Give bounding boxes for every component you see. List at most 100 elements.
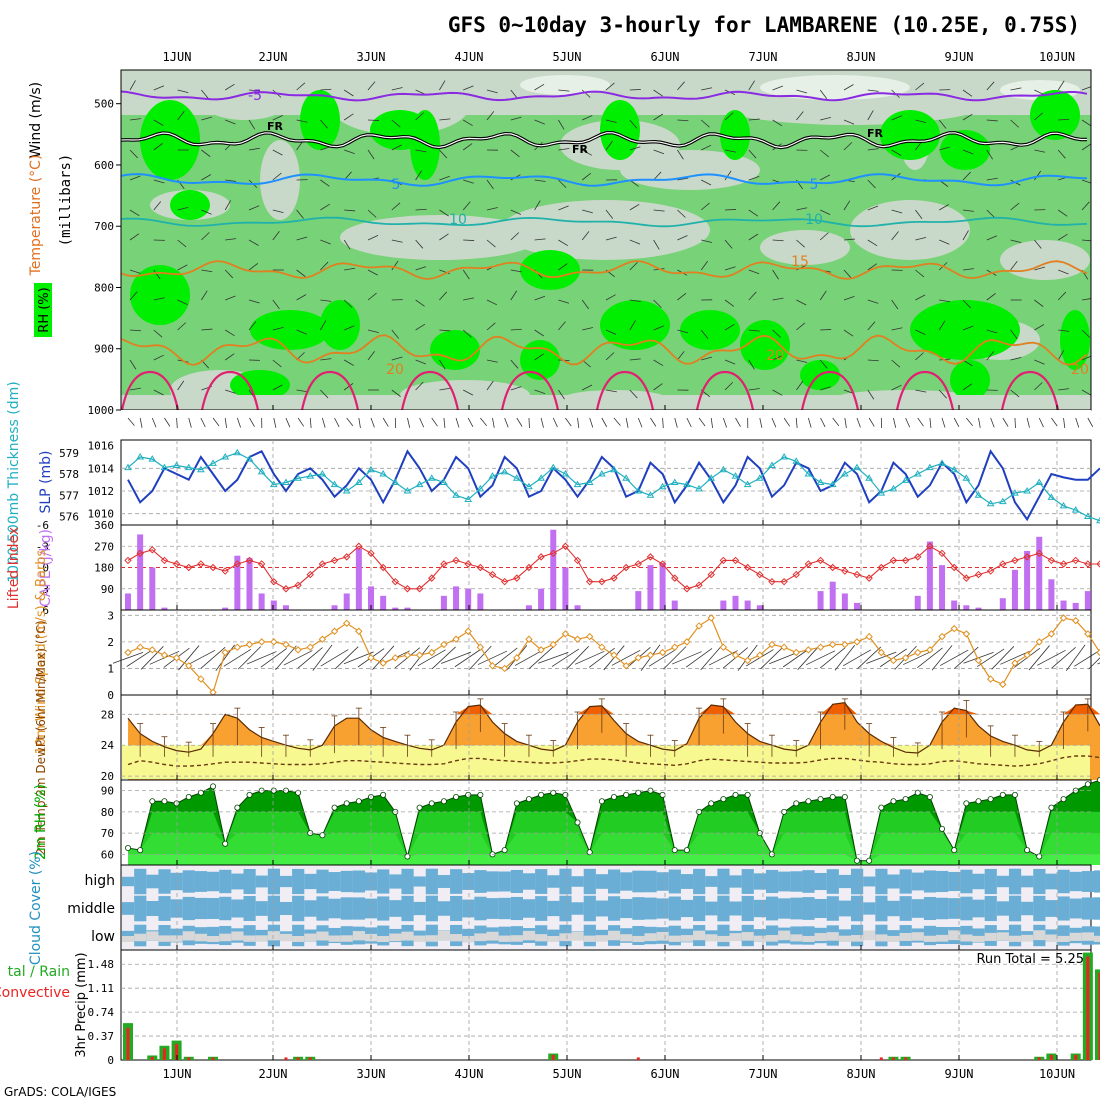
precip-convective-bar: [308, 1057, 312, 1060]
wind-barb: [917, 647, 943, 668]
low-cloud-fill: [778, 930, 791, 941]
li-point: [974, 570, 983, 579]
cape-bar: [951, 600, 958, 610]
thickness-point: [719, 465, 728, 473]
contour-freezing-inner: [121, 132, 1087, 149]
rh-area-saturated: [520, 250, 580, 290]
wind-barb: [177, 110, 185, 121]
cloud-cover-block: [863, 902, 876, 915]
cape-bar: [1036, 536, 1043, 610]
cloud-cover-block: [474, 896, 487, 921]
cloud-cover-block: [1094, 870, 1100, 893]
cloud-cover-block: [267, 868, 280, 895]
day-label-bottom: 3JUN: [357, 1067, 386, 1081]
cloud-cover-block: [1045, 900, 1058, 917]
cloud-cover-block: [1081, 897, 1095, 920]
rh-point: [525, 796, 532, 803]
li-point: [768, 577, 776, 586]
li-point: [707, 570, 715, 579]
contour-25: [200, 370, 260, 410]
wind-barb: [177, 380, 185, 391]
cloud-cover-block: [644, 870, 657, 893]
wind-barb: [1034, 170, 1042, 181]
surface-wind-barb: [856, 417, 861, 428]
cape-bar: [939, 565, 946, 610]
rh-area-saturated: [680, 310, 740, 350]
cloud-cover-block: [510, 896, 523, 921]
wind-barb: [986, 119, 998, 122]
cloud-cover-block: [413, 901, 426, 916]
low-cloud-fill: [535, 934, 548, 942]
li-point: [658, 560, 667, 568]
wind-barb: [867, 89, 879, 92]
wind-barb: [1081, 298, 1091, 301]
cloud-cover-block: [753, 873, 766, 890]
thickness-tick-label: 576: [59, 511, 79, 524]
wind-barb: [819, 290, 827, 301]
wind-barb: [701, 87, 713, 91]
wind-barb: [629, 358, 641, 361]
wind-speed-point: [634, 654, 643, 662]
rh-point: [975, 798, 982, 805]
li-tick-label: -3: [36, 540, 49, 553]
wind-barb: [748, 359, 755, 370]
wind-speed-point: [367, 654, 375, 662]
cloud-cover-block: [207, 898, 220, 919]
cloud-cover-block: [838, 874, 852, 889]
wind-barb: [1010, 356, 1022, 361]
cloud-cover-block: [462, 873, 475, 890]
surface-wind-barb: [735, 417, 741, 427]
thickness-point: [427, 474, 436, 481]
wind-barb: [129, 175, 141, 181]
wind-speed-point: [646, 651, 655, 659]
wind-barb: [1034, 266, 1046, 271]
surface-wind-barb: [625, 417, 629, 428]
wind-barb: [486, 111, 495, 121]
surface-wind-barb: [650, 417, 657, 427]
cape-bar: [1084, 591, 1091, 610]
chart-title: GFS 0~10day 3-hourly for LAMBARENE (10.2…: [448, 13, 1080, 37]
wind-speed-point: [719, 643, 728, 651]
rh-point: [1097, 777, 1100, 783]
low-cloud-fill: [948, 930, 961, 941]
precip-axis-label: 3hr Precip (mm): [74, 952, 89, 1057]
wind-barb: [724, 323, 735, 331]
wind-barb: [177, 89, 189, 94]
contour-label: FR: [867, 127, 884, 140]
wind-barb: [1034, 359, 1045, 365]
wind-barb: [558, 389, 565, 400]
surface-wind-barb: [1063, 417, 1066, 428]
slp-line: [127, 449, 1100, 522]
wind-barb: [510, 269, 522, 273]
wind-barb: [510, 209, 522, 215]
wind-speed-point: [415, 651, 424, 659]
wind-barb: [538, 651, 569, 664]
cape-bar: [404, 607, 411, 610]
wind-barb: [320, 649, 349, 667]
li-point: [901, 556, 910, 565]
wind-barb: [915, 352, 924, 361]
wind-barb: [867, 179, 876, 189]
thickness-point: [768, 461, 776, 468]
cloud-cover-block: [352, 870, 366, 893]
rh-tick-label: 90: [101, 785, 114, 798]
cloud-cover-block: [753, 899, 766, 918]
wind-barb: [1010, 202, 1020, 211]
cloud-cover-block: [437, 901, 451, 916]
wind-barb: [1034, 382, 1043, 391]
day-label-bottom: 5JUN: [553, 1067, 582, 1081]
credit-label: GrADS: COLA/IGES: [4, 1085, 116, 1099]
cloud-cover-block: [814, 872, 827, 891]
thickness-point: [804, 470, 813, 477]
wind-speed-point: [464, 627, 472, 635]
wind-barb: [320, 299, 332, 302]
wind-axis-label: 10m Wind Speed (m/s) & Barbs: [34, 549, 49, 754]
thickness-point: [245, 455, 254, 462]
wind-speed-point: [342, 619, 351, 627]
surface-wind-barb: [662, 417, 664, 429]
surface-wind-barb: [492, 417, 495, 428]
rh-area-saturated: [950, 360, 990, 400]
cloud-cover-block: [960, 869, 973, 894]
day-label-top: 9JUN: [945, 50, 974, 64]
contour-10: [121, 216, 1088, 228]
